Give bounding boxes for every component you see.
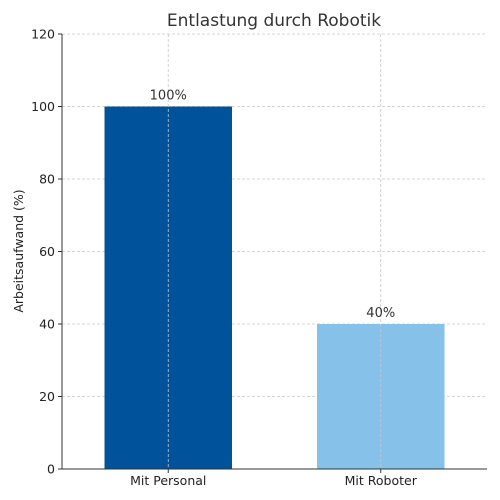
- y-axis-label: Arbeitsaufwand (%): [11, 189, 26, 312]
- data-label: 40%: [366, 306, 395, 321]
- y-tick-label: 100: [31, 99, 55, 114]
- y-tick-label: 120: [31, 27, 55, 42]
- data-label: 100%: [150, 89, 187, 104]
- axes: [58, 33, 487, 473]
- labels: 0 20 40 60 80 100 120 Mit Personal 100% Mit Robot…: [31, 27, 418, 489]
- y-tick-label: 20: [39, 389, 55, 404]
- x-tick-label: Mit Personal: [130, 473, 206, 488]
- y-tick-label: 60: [39, 244, 55, 259]
- y-tick-label: 80: [39, 172, 55, 187]
- bars: [104, 34, 445, 469]
- x-tick-label: Mit Roboter: [345, 473, 418, 488]
- chart-title: Entlastung durch Robotik: [167, 11, 381, 31]
- y-tick-label: 40: [39, 317, 55, 332]
- y-tick-label: 0: [47, 462, 55, 477]
